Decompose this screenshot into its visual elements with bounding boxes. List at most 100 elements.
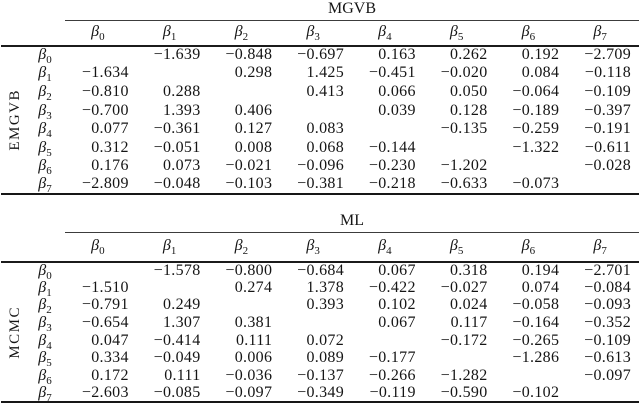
value-cell: −0.451 bbox=[368, 64, 416, 82]
beta-symbol: β0 bbox=[38, 46, 52, 67]
value-cell: −0.218 bbox=[368, 175, 416, 193]
beta-symbol: β0 bbox=[38, 261, 52, 282]
value-cell: −0.103 bbox=[225, 175, 273, 193]
beta-symbol: β7 bbox=[593, 22, 607, 43]
beta-symbol: β7 bbox=[593, 236, 607, 257]
beta-symbol: β5 bbox=[449, 22, 464, 43]
value-cell: 0.073 bbox=[163, 157, 201, 175]
table-row: β5 0.334 −0.049 0.006 0.089 −0.177 −1.286 −0.61… bbox=[1, 349, 639, 369]
value-cell: −0.684 bbox=[297, 261, 344, 279]
row-label: β0 bbox=[29, 261, 65, 282]
value-cell: −0.096 bbox=[297, 157, 344, 175]
value-cell: −0.633 bbox=[440, 175, 488, 193]
value-cell: 0.074 bbox=[521, 278, 560, 296]
coefficient-table-mgvb: MGVB β0 β1 β2 β3 β4 β5 β6 β7 EMGVB β0 −1.639 −0.84… bbox=[1, 0, 640, 196]
value-cell: −0.051 bbox=[153, 138, 201, 156]
value-cell: −0.135 bbox=[440, 120, 488, 138]
value-cell: −0.361 bbox=[153, 120, 201, 138]
side-label-text: MCMC bbox=[6, 305, 23, 359]
table-row: β4 0.077 −0.361 0.127 0.083 −0.135 −0.259 −0.19… bbox=[1, 120, 639, 140]
value-cell: −0.036 bbox=[225, 366, 273, 384]
column-header: β2 bbox=[208, 232, 281, 263]
value-cell: −0.028 bbox=[584, 157, 632, 175]
value-cell bbox=[65, 262, 137, 280]
column-header: β4 bbox=[352, 232, 424, 263]
value-cell bbox=[567, 176, 639, 195]
value-cell: 0.249 bbox=[163, 296, 201, 314]
value-cell: −0.397 bbox=[584, 101, 632, 119]
value-cell: −0.697 bbox=[297, 46, 344, 64]
value-cell: −0.265 bbox=[512, 331, 560, 349]
table-row: β1 −1.510 0.274 1.378 −0.422 −0.027 0.074 −0.08… bbox=[1, 278, 639, 298]
table-row: MCMC β0 −1.578 −0.800 −0.684 0.067 0.318 0.194 −… bbox=[1, 261, 639, 358]
value-cell: 0.194 bbox=[521, 261, 560, 279]
title-row: ML bbox=[1, 212, 639, 233]
side-label-text: EMGVB bbox=[6, 89, 23, 151]
beta-symbol: β4 bbox=[378, 22, 392, 43]
row-label: β5 bbox=[29, 349, 65, 369]
value-cell: −0.097 bbox=[584, 366, 631, 384]
row-label: β2 bbox=[29, 297, 65, 316]
value-cell: 0.318 bbox=[450, 261, 488, 279]
value-cell: 0.128 bbox=[450, 101, 488, 119]
value-cell bbox=[280, 101, 352, 120]
value-cell: 1.307 bbox=[163, 314, 201, 332]
row-label: β3 bbox=[29, 101, 65, 121]
value-cell: 0.274 bbox=[234, 278, 273, 296]
header-spacer bbox=[1, 20, 65, 47]
value-cell: −0.613 bbox=[584, 349, 631, 367]
row-label: β0 bbox=[29, 46, 65, 67]
value-cell: −1.639 bbox=[153, 46, 201, 64]
table-row: β3 −0.700 1.393 0.406 0.039 0.128 −0.189 −0.397 bbox=[1, 101, 639, 121]
beta-symbol: β6 bbox=[38, 366, 52, 388]
value-cell bbox=[496, 367, 568, 385]
row-label: β3 bbox=[29, 314, 65, 334]
value-cell: −0.164 bbox=[512, 314, 560, 332]
value-cell bbox=[424, 349, 496, 367]
value-cell: −0.119 bbox=[369, 383, 416, 401]
row-label: β6 bbox=[29, 157, 65, 177]
table-row: β6 0.172 0.111 −0.036 −0.137 −0.266 −1.282 −0.0… bbox=[1, 366, 639, 388]
beta-symbol: β5 bbox=[449, 236, 464, 257]
value-cell: −0.097 bbox=[225, 383, 273, 401]
value-cell: 0.117 bbox=[450, 314, 488, 332]
value-cell: 0.072 bbox=[306, 331, 344, 349]
beta-symbol: β0 bbox=[91, 22, 105, 43]
beta-symbol: β6 bbox=[521, 22, 536, 43]
value-cell bbox=[137, 64, 209, 83]
value-cell bbox=[65, 46, 137, 65]
value-cell: −1.286 bbox=[512, 349, 560, 367]
table-row: β3 −0.654 1.307 0.381 0.067 0.117 −0.164 −0.352 bbox=[1, 314, 639, 334]
column-header: β0 bbox=[65, 232, 137, 263]
table-row: β4 0.047 −0.414 0.111 0.072 −0.172 −0.265 −0.10… bbox=[1, 331, 639, 352]
value-cell: −0.084 bbox=[584, 278, 631, 296]
value-cell: −1.282 bbox=[440, 366, 488, 384]
value-cell: −0.381 bbox=[297, 175, 344, 193]
row-label: β7 bbox=[29, 176, 65, 195]
value-cell: −1.634 bbox=[81, 64, 129, 82]
value-cell bbox=[496, 157, 568, 176]
value-cell: −0.058 bbox=[512, 296, 560, 314]
value-cell: −0.189 bbox=[512, 101, 560, 119]
beta-symbol: β7 bbox=[38, 383, 52, 405]
value-cell: −0.109 bbox=[584, 82, 632, 100]
table-row: β2 −0.810 0.288 0.413 0.066 0.050 −0.064 −0.109 bbox=[1, 83, 639, 102]
value-cell: −0.027 bbox=[440, 278, 488, 296]
value-cell bbox=[209, 83, 281, 102]
value-cell: −0.020 bbox=[440, 64, 488, 82]
value-cell: 0.089 bbox=[306, 349, 344, 367]
value-cell: −0.177 bbox=[368, 349, 416, 367]
value-cell bbox=[424, 138, 496, 157]
value-cell bbox=[137, 279, 209, 297]
value-cell: −0.611 bbox=[584, 138, 632, 156]
beta-symbol: β4 bbox=[38, 331, 52, 352]
table-row: β7 −2.603 −0.085 −0.097 −0.349 −0.119 −0.590 −0… bbox=[1, 383, 639, 405]
value-cell: −0.064 bbox=[512, 82, 560, 100]
value-cell: 0.047 bbox=[91, 331, 129, 349]
beta-symbol: β3 bbox=[306, 22, 320, 43]
column-header-row: β0 β1 β2 β3 β4 β5 β6 β7 bbox=[1, 232, 639, 263]
table-row: β1 −1.634 0.298 1.425 −0.451 −0.020 0.084 −0.11… bbox=[1, 64, 639, 84]
row-label: β4 bbox=[29, 331, 65, 352]
value-cell: −2.701 bbox=[584, 261, 631, 279]
column-header-row: β0 β1 β2 β3 β4 β5 β6 β7 bbox=[1, 20, 640, 47]
